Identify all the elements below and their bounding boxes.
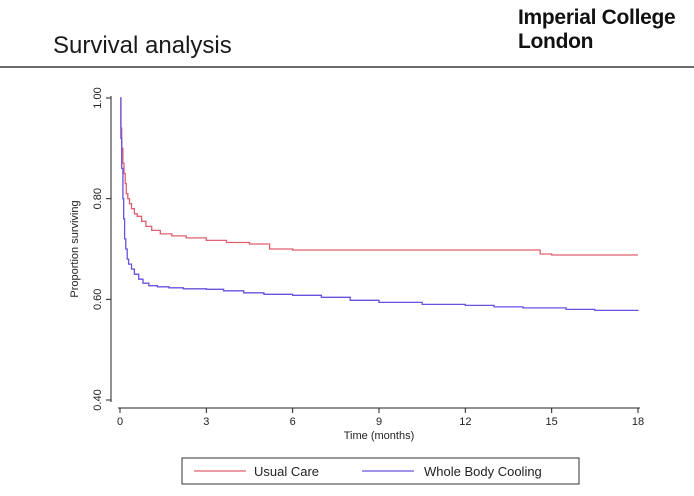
y-tick-label: 0.40 (92, 389, 104, 410)
x-tick-label: 6 (290, 416, 296, 428)
x-axis-label: Time (months) (344, 430, 415, 442)
x-tick-label: 12 (459, 416, 471, 428)
logo-line-2: London (518, 30, 594, 53)
chart-axes: 0.40 0.60 0.80 1.00 0 3 6 9 12 15 18 (92, 87, 644, 428)
series-line-whole-body-cooling (120, 97, 639, 312)
logo-line-1: Imperial College (518, 6, 676, 29)
header-rule (0, 66, 694, 68)
legend-label-usual-care: Usual Care (254, 464, 319, 479)
y-tick-label: 0.60 (92, 289, 104, 310)
y-tick-label: 0.80 (92, 188, 104, 209)
chart-lines (120, 97, 639, 312)
series-line-usual-care (120, 97, 638, 256)
legend-label-whole-body-cooling: Whole Body Cooling (424, 464, 542, 479)
slide-header: Survival analysis Imperial College Londo… (0, 0, 694, 66)
imperial-college-logo: Imperial College London (518, 6, 676, 54)
y-tick-label: 1.00 (92, 87, 104, 108)
x-tick-label: 9 (376, 416, 382, 428)
y-axis-label: Proportion surviving (69, 200, 81, 297)
x-tick-label: 15 (546, 416, 558, 428)
survival-chart: 0.40 0.60 0.80 1.00 0 3 6 9 12 15 18 Time (months)… (69, 87, 644, 485)
x-tick-label: 18 (632, 416, 644, 428)
x-tick-label: 0 (117, 416, 123, 428)
x-tick-label: 3 (203, 416, 209, 428)
slide-title: Survival analysis (53, 32, 232, 59)
chart-legend: Usual Care Whole Body Cooling (181, 457, 580, 485)
legend-box (181, 457, 580, 485)
